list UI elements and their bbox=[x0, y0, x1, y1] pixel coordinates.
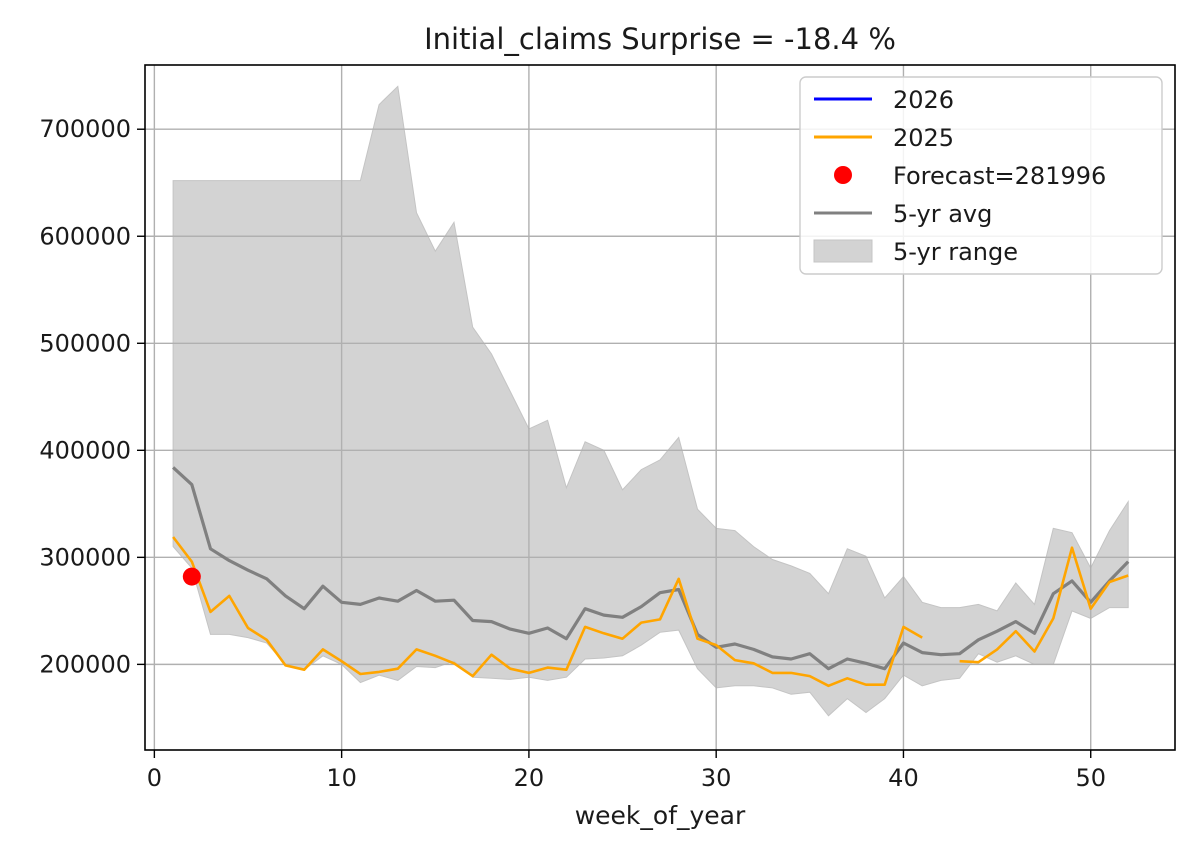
chart-title: Initial_claims Surprise = -18.4 % bbox=[424, 22, 896, 56]
y-tick-label: 700000 bbox=[39, 115, 131, 143]
x-tick-label: 0 bbox=[147, 764, 162, 792]
legend-label-5-yr-range: 5-yr range bbox=[893, 238, 1018, 266]
x-axis-label: week_of_year bbox=[575, 801, 746, 830]
forecast-point bbox=[182, 567, 201, 586]
legend-label-2026: 2026 bbox=[893, 86, 954, 114]
y-tick-label: 500000 bbox=[39, 329, 131, 357]
axes-frame bbox=[144, 64, 1176, 751]
x-tick-label: 30 bbox=[701, 764, 732, 792]
legend-label-forecast-281996: Forecast=281996 bbox=[893, 162, 1106, 190]
y-tick-label: 200000 bbox=[39, 650, 131, 678]
legend-label-5-yr-avg: 5-yr avg bbox=[893, 200, 992, 228]
x-tick-label: 50 bbox=[1075, 764, 1106, 792]
legend-swatch-5-yr-range bbox=[813, 239, 873, 263]
y-tick-label: 300000 bbox=[39, 543, 131, 571]
x-tick-label: 10 bbox=[326, 764, 357, 792]
series-line-5-yr-avg bbox=[172, 466, 1130, 671]
y-tick-label: 600000 bbox=[39, 222, 131, 250]
legend: 2026 2025 Forecast=281996 5-yr avg 5-yr rang… bbox=[799, 76, 1163, 275]
legend-box bbox=[799, 76, 1163, 275]
x-tick-label: 20 bbox=[514, 764, 545, 792]
range-band bbox=[172, 85, 1129, 717]
legend-label-2025: 2025 bbox=[893, 124, 954, 152]
legend-swatch-forecast-281996 bbox=[834, 166, 852, 184]
x-tick-label: 40 bbox=[888, 764, 919, 792]
y-tick-label: 400000 bbox=[39, 436, 131, 464]
series-line-2025 bbox=[172, 536, 1129, 688]
